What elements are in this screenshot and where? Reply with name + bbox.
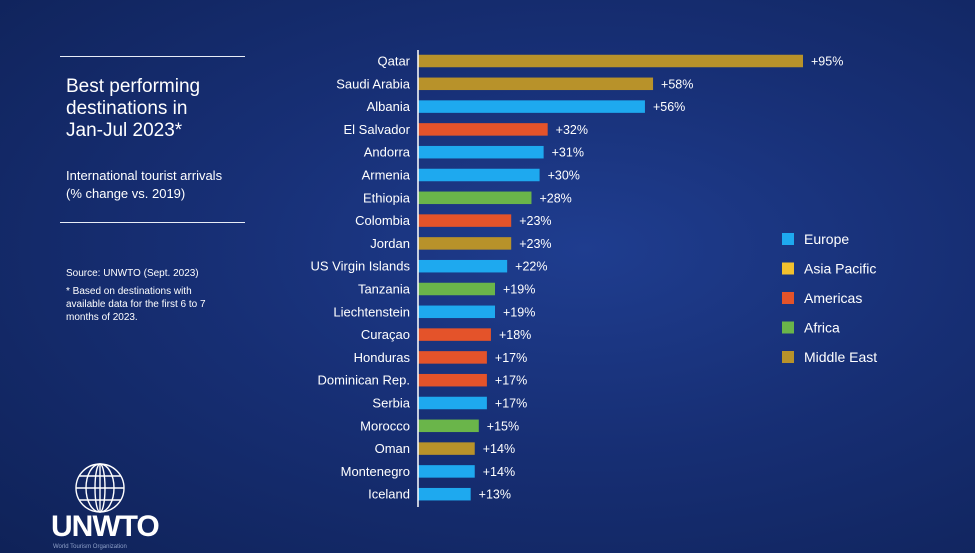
bar-liechtenstein <box>418 305 495 319</box>
category-label-andorra: Andorra <box>364 145 411 160</box>
category-label-oman: Oman <box>375 441 410 456</box>
value-label-montenegro: +14% <box>483 465 515 479</box>
value-label-dominican-rep: +17% <box>495 374 527 388</box>
legend-label-europe: Europe <box>804 231 849 247</box>
footnote: * Based on destinations with available d… <box>66 286 206 323</box>
legend-swatch-americas <box>782 292 794 304</box>
bar-el-salvador <box>418 123 548 136</box>
bar-morocco <box>418 419 479 433</box>
category-label-cura-ao: Curaçao <box>361 327 410 342</box>
value-label-ethiopia: +28% <box>539 191 571 205</box>
category-label-saudi-arabia: Saudi Arabia <box>336 76 410 91</box>
value-label-jordan: +23% <box>519 237 551 251</box>
value-label-serbia: +17% <box>495 397 527 411</box>
panel-title: Best performing destinations in Jan-Jul … <box>66 76 201 141</box>
value-label-us-virgin-islands: +22% <box>515 260 547 274</box>
category-label-jordan: Jordan <box>370 236 410 251</box>
bar-qatar <box>418 54 803 68</box>
value-label-qatar: +95% <box>811 55 843 69</box>
un-globe-logo-icon <box>75 463 125 513</box>
legend-label-middle-east: Middle East <box>804 349 877 365</box>
value-label-tanzania: +19% <box>503 283 535 297</box>
category-label-tanzania: Tanzania <box>358 282 411 297</box>
bar-dominican-rep <box>418 373 487 387</box>
bar-oman <box>418 442 475 455</box>
logo-wordmark: UNWTO <box>51 510 160 543</box>
bar-honduras <box>418 351 487 364</box>
value-label-albania: +56% <box>653 100 685 114</box>
bar-iceland <box>418 487 471 501</box>
value-label-el-salvador: +32% <box>556 123 588 137</box>
category-label-us-virgin-islands: US Virgin Islands <box>311 259 411 274</box>
value-label-oman: +14% <box>483 442 515 456</box>
category-label-dominican-rep: Dominican Rep. <box>318 373 411 388</box>
value-label-saudi-arabia: +58% <box>661 77 693 91</box>
value-label-liechtenstein: +19% <box>503 305 535 319</box>
category-label-iceland: Iceland <box>368 487 410 502</box>
source-note: Source: UNWTO (Sept. 2023) <box>66 268 199 279</box>
value-label-cura-ao: +18% <box>499 328 531 342</box>
bar-tanzania <box>418 282 495 296</box>
category-label-qatar: Qatar <box>377 54 410 69</box>
bar-saudi-arabia <box>418 77 654 91</box>
bar-andorra <box>418 145 544 159</box>
legend-label-asia-pacific: Asia Pacific <box>804 261 876 277</box>
legend-label-americas: Americas <box>804 290 862 306</box>
category-label-honduras: Honduras <box>354 350 411 365</box>
legend-label-africa: Africa <box>804 320 840 336</box>
value-label-iceland: +13% <box>479 488 511 502</box>
legend-swatch-asia-pacific <box>782 262 794 275</box>
legend-swatch-middle-east <box>782 351 794 363</box>
value-label-andorra: +31% <box>552 146 584 160</box>
bar-serbia <box>418 396 487 410</box>
category-label-albania: Albania <box>367 99 411 114</box>
legend: Europe Asia Pacific Americas Africa Middle E… <box>782 231 877 365</box>
bar-albania <box>418 100 645 113</box>
category-label-montenegro: Montenegro <box>341 464 410 479</box>
category-label-morocco: Morocco <box>360 418 410 433</box>
legend-swatch-europe <box>782 233 794 245</box>
bar-colombia <box>418 214 512 227</box>
top-rule <box>60 56 245 57</box>
legend-swatch-africa <box>782 321 794 334</box>
category-label-liechtenstein: Liechtenstein <box>333 304 410 319</box>
value-label-colombia: +23% <box>519 214 551 228</box>
value-label-honduras: +17% <box>495 351 527 365</box>
category-label-serbia: Serbia <box>372 396 410 411</box>
category-label-armenia: Armenia <box>362 168 411 183</box>
category-label-el-salvador: El Salvador <box>344 122 411 137</box>
category-label-ethiopia: Ethiopia <box>363 190 411 205</box>
logo-tagline: World Tourism Organization <box>53 544 127 550</box>
bar-cura-ao <box>418 328 491 341</box>
panel-subtitle: International tourist arrivals (% change… <box>66 168 223 201</box>
bar-montenegro <box>418 465 475 478</box>
bar-ethiopia <box>418 191 532 205</box>
bar-jordan <box>418 237 512 250</box>
bar-us-virgin-islands <box>418 259 508 273</box>
category-label-colombia: Colombia <box>355 213 411 228</box>
bottom-rule <box>60 222 245 223</box>
bars-layer: Qatar +95% Saudi Arabia +58% Albania +56% El S… <box>311 54 844 502</box>
bar-armenia <box>418 168 540 182</box>
value-label-morocco: +15% <box>487 419 519 433</box>
value-label-armenia: +30% <box>548 169 580 183</box>
